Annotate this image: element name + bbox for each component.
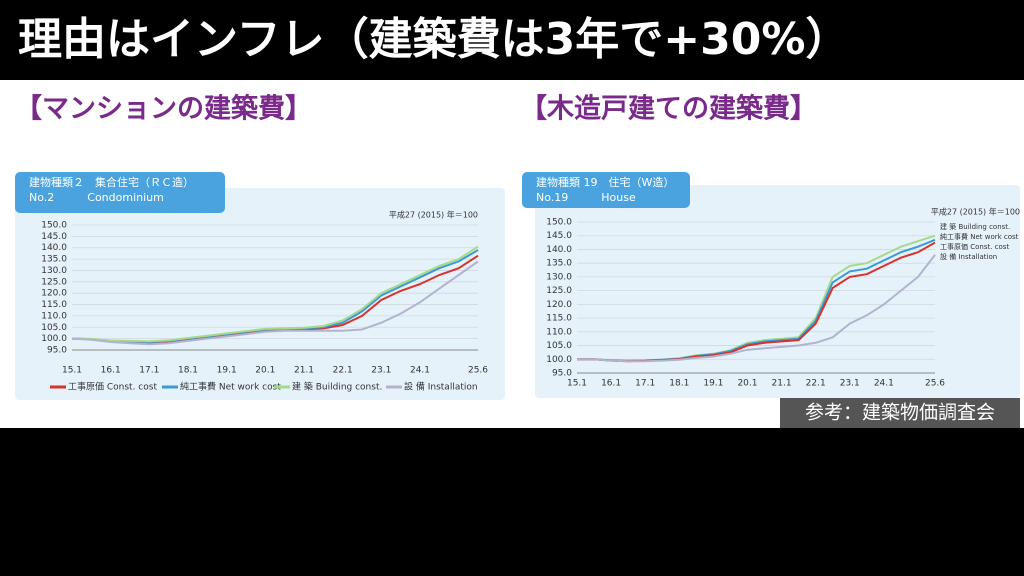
x-tick-label: 21.1 xyxy=(772,379,792,389)
legend-label: 設 備 Installation xyxy=(940,252,997,261)
headline: 理由はインフレ（建築費は3年で+30%） xyxy=(18,14,849,65)
x-tick-label: 25.6 xyxy=(925,379,945,389)
x-tick-label: 24.1 xyxy=(874,379,894,389)
legend-label: 工事原価 Const. cost xyxy=(940,242,1009,251)
legend-label: 建 築 Building const. xyxy=(940,222,1010,231)
x-tick-label: 21.1 xyxy=(294,366,314,376)
y-tick-label: 145.0 xyxy=(41,232,67,242)
label-box-line: 建物種類２ 集合住宅（ＲＣ造） xyxy=(29,175,194,189)
x-tick-label: 22.1 xyxy=(806,379,826,389)
y-tick-label: 100.0 xyxy=(546,355,572,365)
label-box-line: 建物種類 19 住宅（W造） xyxy=(536,175,674,189)
y-tick-label: 105.0 xyxy=(546,341,572,351)
legend-label: 工事原価 Const. cost xyxy=(68,381,157,393)
x-tick-label: 19.1 xyxy=(217,366,237,376)
y-tick-label: 105.0 xyxy=(41,323,67,333)
legend-label: 建 築 Building const. xyxy=(292,381,382,393)
x-tick-label: 17.1 xyxy=(635,379,655,389)
y-tick-label: 130.0 xyxy=(546,272,572,282)
y-tick-label: 95.0 xyxy=(552,369,572,379)
x-tick-label: 23.1 xyxy=(371,366,391,376)
legend-label: 設 備 Installation xyxy=(404,381,478,393)
x-tick-label: 18.1 xyxy=(178,366,198,376)
y-tick-label: 150.0 xyxy=(546,218,572,228)
y-tick-label: 95.0 xyxy=(47,346,67,356)
y-tick-label: 110.0 xyxy=(41,311,67,321)
y-tick-label: 130.0 xyxy=(41,266,67,276)
x-tick-label: 20.1 xyxy=(255,366,275,376)
x-tick-label: 17.1 xyxy=(139,366,159,376)
index-note: 平成27 (2015) 年＝100 xyxy=(389,210,478,220)
y-tick-label: 100.0 xyxy=(41,334,67,344)
y-tick-label: 140.0 xyxy=(546,245,572,255)
source-box xyxy=(780,398,1020,428)
y-tick-label: 125.0 xyxy=(41,277,67,287)
source: 参考：建築物価調査会 xyxy=(805,402,995,424)
y-tick-label: 135.0 xyxy=(41,255,67,265)
chart-panel xyxy=(535,185,1020,398)
x-tick-label: 16.1 xyxy=(101,366,121,376)
chart-panel xyxy=(15,188,505,400)
x-tick-label: 18.1 xyxy=(669,379,689,389)
x-tick-label: 15.1 xyxy=(62,366,82,376)
x-tick-label: 25.6 xyxy=(468,366,488,376)
x-tick-label: 15.1 xyxy=(567,379,587,389)
label-box xyxy=(522,172,690,208)
legend-label: 純工事費 Net work cost xyxy=(940,232,1019,241)
section-heading: 【マンションの建築費】 xyxy=(15,93,312,125)
y-tick-label: 115.0 xyxy=(546,314,572,324)
label-box xyxy=(15,172,225,213)
y-tick-label: 135.0 xyxy=(546,259,572,269)
y-tick-label: 120.0 xyxy=(41,289,67,299)
section-heading: 【木造戸建ての建築費】 xyxy=(520,93,817,125)
label-box-line: No.19 House xyxy=(536,191,636,204)
y-tick-label: 145.0 xyxy=(546,231,572,241)
label-box-line: No.2 Condominium xyxy=(29,191,164,204)
series-line xyxy=(71,260,479,346)
x-tick-label: 20.1 xyxy=(737,379,757,389)
x-tick-label: 16.1 xyxy=(601,379,621,389)
y-tick-label: 115.0 xyxy=(41,300,67,310)
y-tick-label: 150.0 xyxy=(41,221,67,231)
x-tick-label: 19.1 xyxy=(703,379,723,389)
x-tick-label: 24.1 xyxy=(410,366,430,376)
series-line xyxy=(71,245,479,343)
x-tick-label: 22.1 xyxy=(333,366,353,376)
x-tick-label: 23.1 xyxy=(840,379,860,389)
legend-label: 純工事費 Net work cost xyxy=(180,381,281,393)
y-tick-label: 110.0 xyxy=(546,327,572,337)
series-line xyxy=(577,254,936,363)
y-tick-label: 125.0 xyxy=(546,286,572,296)
y-tick-label: 120.0 xyxy=(546,300,572,310)
index-note: 平成27 (2015) 年＝100 xyxy=(931,207,1020,217)
y-tick-label: 140.0 xyxy=(41,243,67,253)
